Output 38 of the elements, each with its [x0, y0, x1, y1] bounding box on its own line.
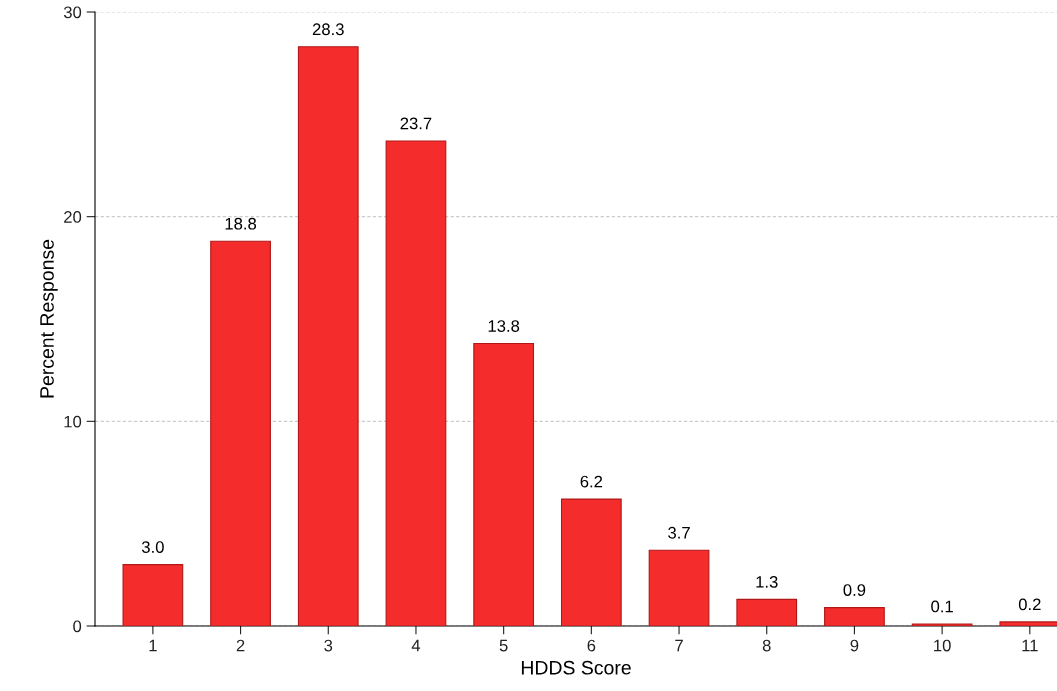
bar	[385, 140, 447, 626]
bar	[648, 549, 710, 626]
x-tick-label: 1	[149, 639, 157, 652]
bar	[297, 46, 359, 626]
x-tick-label: 2	[236, 639, 245, 652]
x-tick-label: 8	[762, 639, 771, 652]
bar	[560, 498, 622, 626]
y-tick-label: 0	[73, 620, 82, 633]
x-tick-label: 7	[675, 639, 683, 652]
bar	[122, 564, 184, 626]
x-tick-label: 6	[587, 639, 596, 652]
bar	[736, 598, 798, 626]
x-tick-label: 11	[1022, 639, 1038, 652]
x-tick-label: 10	[934, 639, 951, 652]
data-label: 3.0	[141, 541, 164, 553]
bar	[824, 607, 885, 626]
data-label: 0.2	[1018, 598, 1041, 611]
x-tick-label: 4	[411, 639, 421, 652]
data-label: 23.7	[400, 117, 432, 130]
y-axis-title: Percent Response	[40, 239, 58, 398]
y-tick-label: 20	[64, 211, 82, 223]
data-label: 3.7	[668, 526, 690, 539]
x-tick-label: 5	[499, 639, 508, 652]
data-label: 13.8	[488, 320, 520, 332]
bar	[473, 343, 535, 626]
data-label: 18.8	[225, 217, 257, 230]
data-label: 0.9	[843, 584, 866, 596]
data-label: 0.1	[931, 600, 953, 613]
bar	[911, 623, 973, 626]
data-label: 1.3	[756, 575, 778, 588]
y-tick-label: 30	[63, 6, 82, 19]
x-axis-title: HDDS Score	[521, 660, 631, 675]
data-label: 28.3	[312, 23, 344, 36]
bar	[210, 240, 271, 626]
x-tick-label: 9	[850, 639, 859, 652]
y-tick-label: 10	[64, 415, 82, 428]
data-label: 6.2	[580, 475, 603, 488]
x-tick-label: 3	[324, 639, 333, 652]
